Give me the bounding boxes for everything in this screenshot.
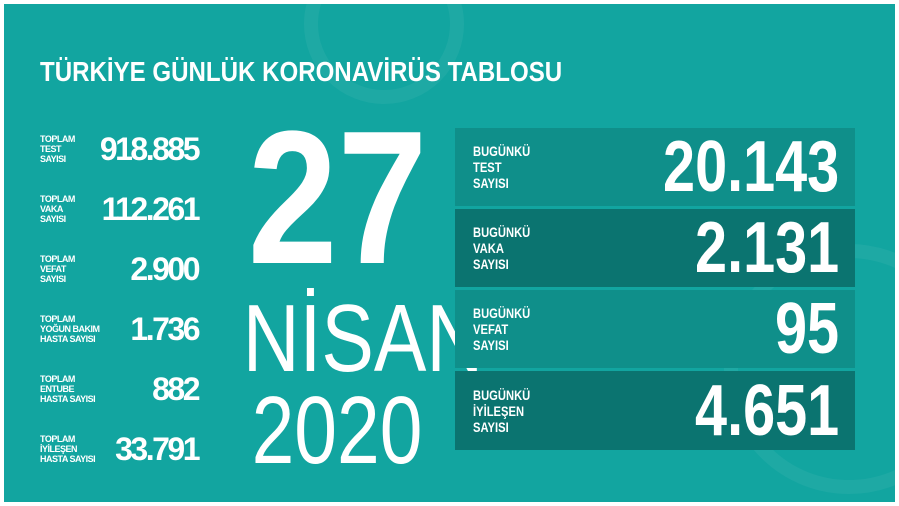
total-cases: TOPLAM VAKA SAYISI 112.261 [40,184,201,234]
page-title: TÜRKİYE GÜNLÜK KORONAVİRÜS TABLOSU [40,56,563,87]
today-deaths: BUGÜNKÜ VEFAT SAYISI 95 [455,290,855,368]
total-label: TOPLAM VEFAT SAYISI [40,254,75,284]
total-label: TOPLAM ENTUBE HASTA SAYISI [40,374,96,404]
total-label: TOPLAM YOĞUN BAKIM HASTA SAYISI [40,314,100,344]
today-label: BUGÜNKÜ VAKA SAYISI [473,224,531,272]
today-value: 95 [774,289,839,369]
total-label: TOPLAM İYİLEŞEN HASTA SAYISI [40,434,96,464]
today-label: BUGÜNKÜ VEFAT SAYISI [473,305,531,353]
today-test: BUGÜNKÜ TEST SAYISI 20.143 [455,128,855,206]
virus-watermark-icon [304,4,464,104]
date-day: 27 [247,92,428,304]
total-recovered: TOPLAM İYİLEŞEN HASTA SAYISI 33.791 [40,424,200,474]
date-month: NİSAN [242,285,484,392]
total-test: TOPLAM TEST SAYISI 918.885 [40,124,201,174]
today-value: 2.131 [694,208,839,288]
today-label: BUGÜNKÜ TEST SAYISI [473,143,531,191]
total-intubated: TOPLAM ENTUBE HASTA SAYISI 882 [40,364,200,414]
today-cases: BUGÜNKÜ VAKA SAYISI 2.131 [455,209,855,287]
total-value: 918.885 [99,131,201,167]
total-value: 112.261 [101,191,201,227]
total-value: 33.791 [115,431,200,467]
total-icu: TOPLAM YOĞUN BAKIM HASTA SAYISI 1.736 [40,304,200,354]
infographic-card: TÜRKİYE GÜNLÜK KORONAVİRÜS TABLOSU TOPLA… [4,4,895,502]
total-label: TOPLAM VAKA SAYISI [40,194,75,224]
date-year: 2020 [251,377,423,484]
today-label: BUGÜNKÜ İYİLEŞEN SAYISI [473,386,531,435]
total-deaths: TOPLAM VEFAT SAYISI 2.900 [40,244,200,294]
total-value: 882 [152,371,200,407]
total-value: 2.900 [130,251,200,287]
today-value: 4.651 [694,370,839,451]
total-value: 1.736 [130,311,200,347]
today-value: 20.143 [662,127,839,207]
total-label: TOPLAM TEST SAYISI [40,134,75,164]
today-recovered: BUGÜNKÜ İYİLEŞEN SAYISI 4.651 [455,371,855,450]
